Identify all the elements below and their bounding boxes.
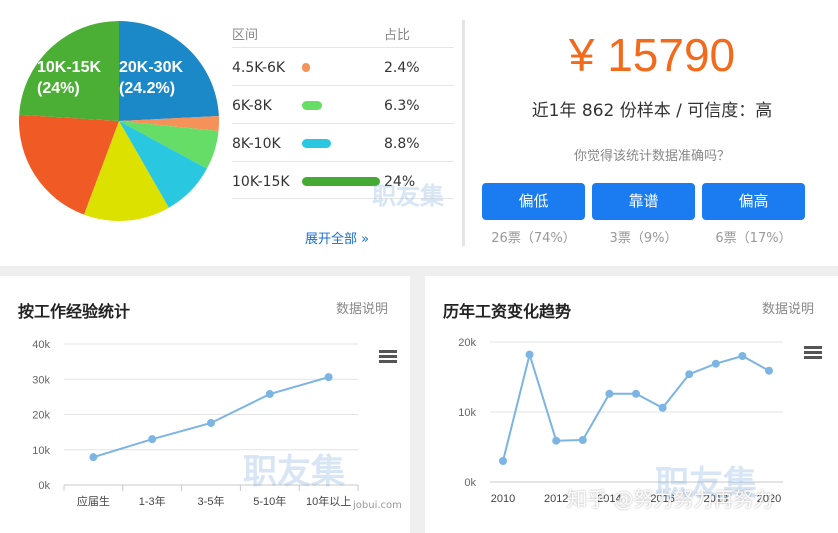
vote-too-high-count: 6票（17%）	[715, 231, 792, 246]
pie-slice	[18, 114, 120, 215]
history-data-note-link[interactable]: 数据说明	[762, 302, 815, 317]
x-tick-label: 5-10年	[253, 494, 286, 508]
y-tick-label: 10k	[458, 407, 476, 419]
y-tick-label: 20k	[458, 337, 476, 349]
distribution-row-percent: 8.8%	[384, 136, 420, 152]
y-tick-label: 40k	[32, 339, 50, 351]
distribution-row-bar	[302, 63, 310, 72]
expand-all-link[interactable]: 展开全部 »	[305, 232, 370, 247]
experience-chart-title: 按工作经验统计	[18, 302, 131, 321]
zhihu-watermark: 知乎 @努力努力再努力	[567, 487, 774, 511]
accuracy-question: 你觉得该统计数据准确吗？	[573, 149, 730, 164]
distribution-row-bar	[302, 177, 380, 186]
data-point	[738, 352, 747, 360]
data-point	[711, 359, 720, 368]
salary-summary-panel: 10K-15K (24%) 20K-30K (24.2%) 区间 占比 4.5K…	[0, 0, 838, 266]
x-tick-label: 2012	[544, 493, 568, 505]
x-tick-label: 2016	[650, 493, 674, 505]
data-point	[148, 435, 157, 444]
data-point	[765, 366, 773, 375]
experience-chart-panel: 按工作经验统计 数据说明 0k 10k 20k 30k 40k 应届生 1-3年 3-5年 5…	[0, 276, 410, 533]
average-salary-value: ¥ 15790	[568, 29, 736, 81]
x-tick-label: 3-5年	[198, 494, 225, 508]
experience-data-note-link[interactable]: 数据说明	[336, 302, 389, 317]
y-tick-label: 30k	[32, 374, 50, 386]
history-series-line	[502, 350, 770, 462]
distribution-row-bar	[302, 101, 323, 110]
x-tick-label: 2018	[704, 493, 728, 505]
history-chart-panel: 历年工资变化趋势 数据说明 0k 10k 20k 2010 2012 2014 2016 2…	[425, 276, 838, 533]
distribution-row: 8K-10K 8.8%	[232, 123, 454, 161]
distribution-row-label: 4.5K-6K	[232, 60, 286, 76]
experience-series-line	[93, 376, 329, 459]
x-tick-label: 2010	[491, 493, 515, 505]
data-point	[499, 457, 507, 465]
distribution-header-share: 占比	[384, 28, 411, 43]
y-tick-label: 0k	[464, 477, 476, 489]
salary-pie-chart: 10K-15K (24%) 20K-30K (24.2%)	[18, 21, 219, 222]
x-tick-label: 2020	[757, 493, 781, 505]
section-divider	[462, 20, 465, 246]
history-line-chart: 0k 10k 20k 2010 2012 2014 2016 2018 2020	[458, 337, 783, 505]
data-point	[207, 418, 215, 427]
pie-label-pct-20k-30k: (24.2%)	[119, 80, 175, 97]
data-point	[658, 403, 667, 412]
data-point	[605, 389, 614, 398]
x-tick-label: 2014	[597, 493, 621, 505]
distribution-header-range: 区间	[232, 28, 259, 43]
pie-slice	[119, 121, 207, 208]
x-tick-label: 10年以上	[306, 494, 351, 508]
y-tick-label: 0k	[38, 480, 50, 492]
pie-slice	[19, 21, 119, 121]
vote-too-low-count: 26票（74%）	[491, 231, 576, 246]
data-point	[685, 370, 694, 379]
vote-reliable-count: 3票（9%）	[609, 231, 678, 246]
pie-label-pct-10k-15k: (24%)	[37, 80, 80, 97]
distribution-row: 4.5K-6K 2.4%	[232, 47, 454, 85]
distribution-row-label: 10K-15K	[232, 174, 290, 190]
distribution-row-label: 8K-10K	[232, 136, 281, 152]
vote-too-high-button[interactable]: 偏高	[702, 183, 805, 220]
data-point	[578, 436, 587, 444]
history-chart-title: 历年工资变化趋势	[443, 302, 572, 321]
sample-credibility-text: 近1年 862 份样本 / 可信度：高	[531, 101, 773, 121]
vote-reliable-button[interactable]: 靠谱	[592, 183, 695, 220]
vote-too-low-button[interactable]: 偏低	[482, 183, 585, 220]
distribution-row: 6K-8K 6.3%	[232, 85, 454, 123]
pie-slice	[119, 21, 219, 121]
chart-menu-icon[interactable]	[804, 346, 822, 360]
data-point	[525, 350, 534, 359]
pie-slice	[83, 121, 169, 222]
distribution-row-percent: 6.3%	[384, 98, 420, 114]
data-point	[265, 390, 274, 399]
data-point	[324, 373, 333, 382]
pie-label-range-10k-15k: 10K-15K	[37, 59, 101, 76]
distribution-row-label: 6K-8K	[232, 98, 272, 114]
data-point	[89, 453, 98, 462]
x-tick-label: 1-3年	[139, 494, 166, 508]
pie-slice	[119, 121, 219, 169]
y-tick-label: 10k	[32, 445, 50, 457]
distribution-row-percent: 24%	[384, 174, 416, 190]
data-point	[632, 389, 640, 398]
y-tick-label: 20k	[32, 410, 50, 422]
pie-slice	[119, 115, 219, 132]
distribution-row: 10K-15K 24%	[232, 161, 454, 199]
chart-menu-icon[interactable]	[379, 350, 397, 364]
data-point	[552, 436, 561, 445]
source-label: jobui.com	[353, 500, 402, 511]
experience-line-chart: 0k 10k 20k 30k 40k 应届生 1-3年 3-5年 5-10年 10年以上	[32, 339, 359, 508]
x-tick-label: 应届生	[77, 494, 110, 508]
distribution-row-percent: 2.4%	[384, 60, 420, 76]
distribution-row-bar	[302, 139, 331, 148]
pie-label-range-20k-30k: 20K-30K	[119, 59, 183, 76]
